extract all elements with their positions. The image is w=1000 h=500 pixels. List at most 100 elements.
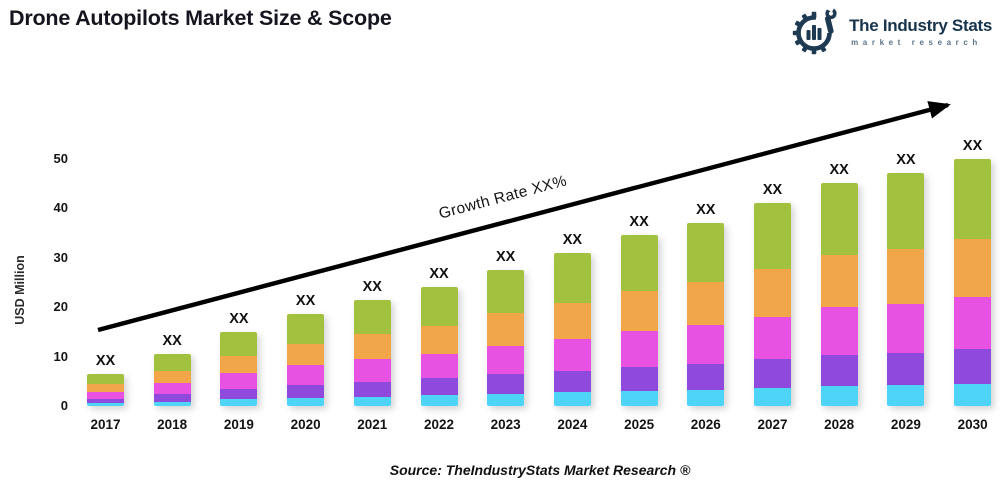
y-tick-50: 50 bbox=[53, 150, 68, 166]
logo-tagline: market research bbox=[851, 37, 982, 47]
bar-value-label-2030: XX bbox=[962, 137, 983, 154]
wrench-icon bbox=[825, 4, 837, 34]
y-tick-40: 40 bbox=[53, 200, 68, 215]
bar-segment-segment-1-bottom bbox=[87, 403, 124, 406]
bar-segment-segment-2 bbox=[420, 378, 458, 396]
bar-segment-segment-5-top bbox=[887, 173, 925, 250]
bar-value-label-2020: XX bbox=[295, 293, 316, 310]
bar-segment-segment-4 bbox=[353, 334, 391, 360]
bar-segment-segment-4 bbox=[687, 282, 725, 326]
x-tick-2027: 2027 bbox=[757, 417, 788, 432]
source-attribution: Source: TheIndustryStats Market Research… bbox=[389, 462, 691, 478]
stacked-bar-2020 bbox=[287, 314, 325, 406]
stacked-bar-2024 bbox=[553, 252, 591, 406]
bar-segment-segment-1-bottom bbox=[420, 395, 458, 406]
bar-segment-segment-1-bottom bbox=[954, 383, 992, 406]
bar-segment-segment-4 bbox=[954, 238, 992, 298]
bar-segment-segment-1-bottom bbox=[487, 393, 525, 406]
x-tick-2029: 2029 bbox=[890, 417, 921, 432]
bar-segment-segment-5-top bbox=[153, 354, 191, 371]
bar-segment-segment-3 bbox=[220, 372, 258, 389]
bar-segment-segment-3 bbox=[887, 303, 925, 353]
bar-segment-segment-3 bbox=[820, 307, 858, 355]
bar-segment-segment-4 bbox=[220, 355, 258, 373]
bar-segment-segment-1-bottom bbox=[620, 390, 658, 406]
bar-value-label-2025: XX bbox=[629, 214, 649, 231]
bar-segment-segment-2 bbox=[620, 366, 658, 391]
stacked-bar-2022 bbox=[420, 287, 458, 406]
bar-segment-segment-3 bbox=[353, 359, 391, 382]
bar-segment-segment-3 bbox=[954, 297, 992, 350]
bar-segment-segment-3 bbox=[754, 316, 791, 360]
bar-value-label-2028: XX bbox=[829, 162, 849, 179]
bar-value-label-2023: XX bbox=[496, 248, 516, 265]
x-tick-2019: 2019 bbox=[223, 417, 254, 432]
bar-segment-segment-5-top bbox=[220, 331, 258, 356]
x-tick-2017: 2017 bbox=[90, 417, 121, 432]
bar-value-label-2024: XX bbox=[562, 231, 583, 248]
bar-segment-segment-2 bbox=[487, 374, 525, 394]
bar-segment-segment-3 bbox=[620, 331, 658, 367]
bar-segment-segment-2 bbox=[287, 384, 325, 398]
bar-segment-segment-2 bbox=[820, 354, 858, 386]
page-title: Drone Autopilots Market Size & Scope bbox=[9, 6, 392, 30]
bar-segment-segment-3 bbox=[287, 365, 325, 385]
bar-segment-segment-5-top bbox=[420, 287, 458, 326]
bar-segment-segment-2 bbox=[87, 398, 124, 403]
stacked-bar-2025 bbox=[620, 235, 658, 406]
x-tick-2021: 2021 bbox=[357, 417, 388, 432]
growth-rate-label: Growth Rate XX% bbox=[436, 172, 569, 223]
bar-segment-segment-5-top bbox=[353, 299, 391, 335]
bar-segment-segment-3 bbox=[687, 325, 725, 364]
stacked-bar-2026 bbox=[687, 222, 725, 406]
bar-segment-segment-3 bbox=[553, 338, 591, 371]
bar-segment-segment-2 bbox=[754, 359, 791, 388]
bar-segment-segment-1-bottom bbox=[687, 389, 725, 406]
bar-segment-segment-2 bbox=[220, 388, 258, 400]
bar-segment-segment-5-top bbox=[954, 158, 992, 239]
y-axis-title: USD Million bbox=[13, 255, 27, 325]
stacked-bar-2029 bbox=[887, 173, 925, 406]
bar-segment-segment-5-top bbox=[287, 314, 325, 345]
stacked-bar-2028 bbox=[820, 183, 858, 406]
bar-segment-segment-3 bbox=[420, 353, 458, 379]
x-tick-2020: 2020 bbox=[290, 417, 321, 432]
bar-segment-segment-2 bbox=[687, 363, 725, 390]
bar-value-label-2017: XX bbox=[95, 352, 116, 369]
stacked-bar-2023 bbox=[487, 269, 525, 406]
bar-segment-segment-5-top bbox=[754, 203, 791, 270]
bar-segment-segment-5-top bbox=[620, 235, 658, 292]
gear-wrench-barchart-icon bbox=[792, 4, 837, 55]
bar-segment-segment-5-top bbox=[553, 252, 591, 303]
x-tick-2025: 2025 bbox=[624, 417, 655, 432]
logo: The Industry Stats market research bbox=[790, 4, 992, 58]
bar-segment-segment-3 bbox=[87, 391, 124, 399]
logo-text: The Industry Stats market research bbox=[849, 16, 992, 47]
stacked-bar-2030 bbox=[954, 158, 992, 407]
bar-segment-segment-5-top bbox=[87, 373, 124, 385]
bar-segment-segment-5-top bbox=[820, 183, 858, 256]
stacked-bar-2027 bbox=[754, 203, 791, 406]
bar-segment-segment-4 bbox=[287, 344, 325, 366]
bar-segment-segment-3 bbox=[487, 345, 525, 375]
bar-value-label-2027: XX bbox=[762, 182, 783, 199]
bar-segment-segment-3 bbox=[153, 383, 191, 395]
x-tick-2023: 2023 bbox=[490, 417, 521, 432]
bar-segment-segment-4 bbox=[887, 249, 925, 304]
x-tick-2030: 2030 bbox=[957, 417, 988, 432]
bar-segment-segment-2 bbox=[153, 394, 191, 402]
bar-segment-segment-4 bbox=[553, 302, 591, 339]
bar-segment-segment-1-bottom bbox=[553, 392, 591, 406]
y-tick-30: 30 bbox=[53, 249, 68, 265]
bar-value-label-2029: XX bbox=[896, 152, 916, 169]
stacked-bar-2017 bbox=[87, 373, 124, 406]
bar-value-label-2018: XX bbox=[162, 333, 182, 350]
bar-segment-segment-4 bbox=[420, 325, 458, 354]
bar-segment-segment-4 bbox=[620, 291, 658, 332]
bar-segment-segment-2 bbox=[954, 349, 992, 384]
stacked-bar-2021 bbox=[353, 299, 391, 406]
bar-segment-segment-2 bbox=[887, 352, 925, 386]
bar-segment-segment-4 bbox=[487, 313, 525, 346]
bar-segment-segment-1-bottom bbox=[754, 387, 791, 406]
bar-segment-segment-4 bbox=[153, 370, 191, 384]
